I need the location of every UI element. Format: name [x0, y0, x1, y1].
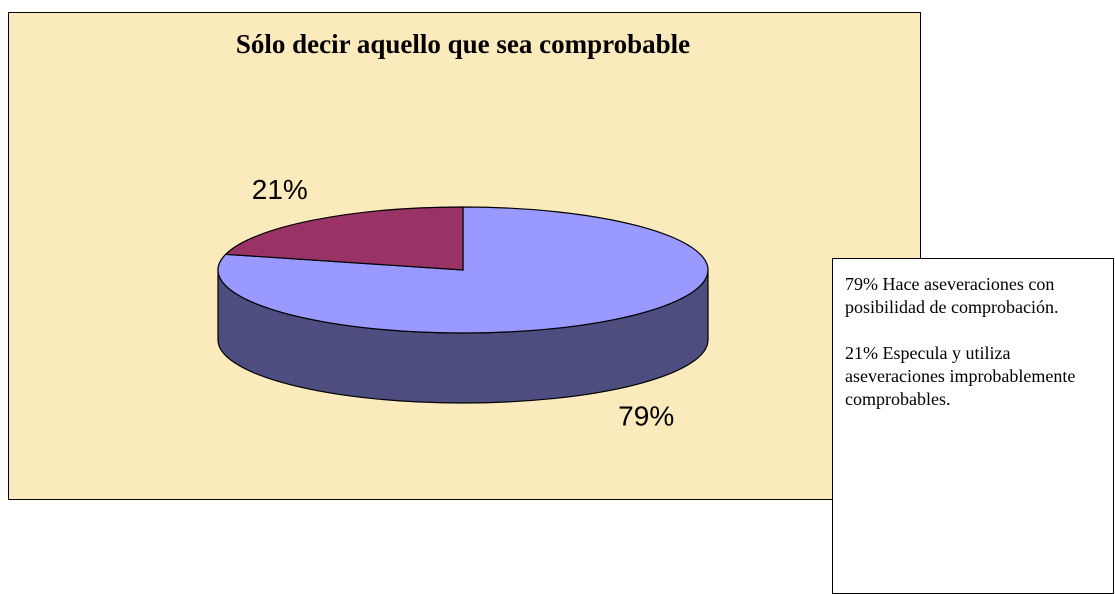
pie-slice — [224, 206, 464, 271]
legend-note: 79% Hace aseveraciones con posibilidad d… — [832, 258, 1114, 594]
chart: Sólo decir aquello que sea comprobable 7… — [8, 12, 921, 500]
pie-slice — [217, 206, 709, 334]
data-label: 79% — [618, 401, 674, 432]
annotation: 21% Especula y utiliza aseveraciones imp… — [845, 343, 1076, 409]
chart-title: Sólo decir aquello que sea comprobable — [236, 29, 690, 59]
annotation: 79% Hace aseveraciones con posibilidad d… — [845, 274, 1059, 317]
page: Sólo decir aquello que sea comprobable 7… — [8, 12, 1114, 594]
data-label: 21% — [252, 174, 308, 205]
